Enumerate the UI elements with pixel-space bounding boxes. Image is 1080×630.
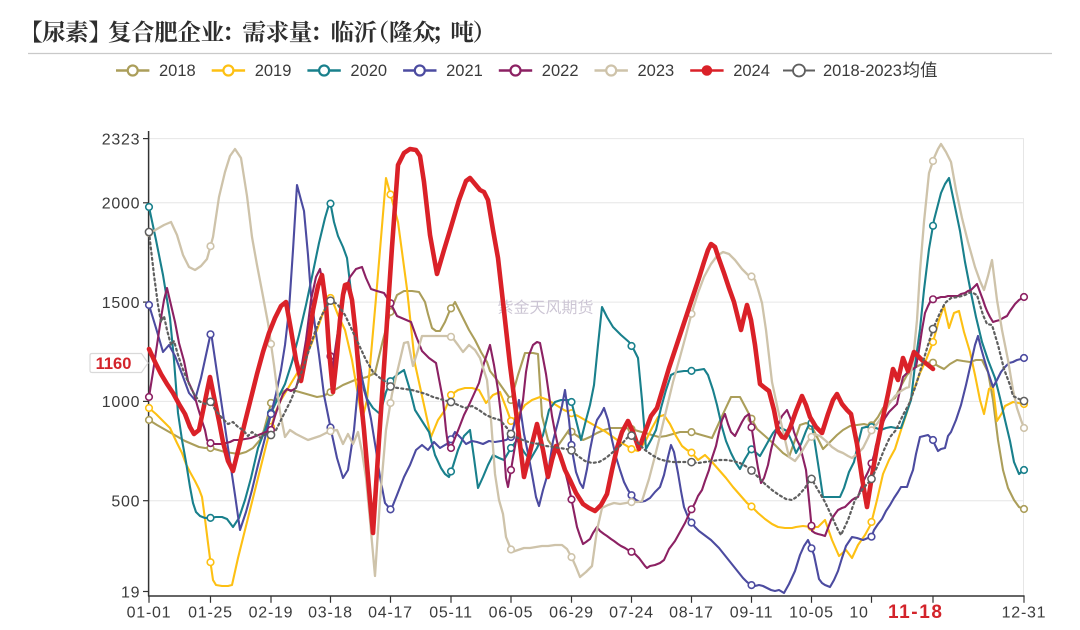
svg-text:2019: 2019 xyxy=(255,62,292,80)
svg-text:10: 10 xyxy=(849,604,868,621)
svg-text:500: 500 xyxy=(111,494,140,511)
svg-text:07-24: 07-24 xyxy=(609,604,654,621)
svg-text:01-25: 01-25 xyxy=(188,604,233,621)
svg-text:01-01: 01-01 xyxy=(127,604,172,621)
svg-text:06-29: 06-29 xyxy=(549,604,594,621)
svg-text:2018: 2018 xyxy=(159,62,196,80)
svg-text:2323: 2323 xyxy=(102,131,140,148)
svg-text:2023: 2023 xyxy=(638,62,675,80)
svg-text:09-11: 09-11 xyxy=(730,604,773,621)
svg-text:04-17: 04-17 xyxy=(368,604,413,621)
svg-text:08-17: 08-17 xyxy=(669,604,714,621)
svg-text:06-05: 06-05 xyxy=(489,604,534,621)
svg-text:2024: 2024 xyxy=(733,62,770,80)
svg-text:03-18: 03-18 xyxy=(308,604,353,621)
svg-text:1000: 1000 xyxy=(102,394,140,411)
svg-text:11-18: 11-18 xyxy=(888,602,944,623)
svg-text:2000: 2000 xyxy=(102,196,140,213)
svg-text:1160: 1160 xyxy=(96,355,132,373)
svg-text:12-31: 12-31 xyxy=(1002,604,1047,621)
svg-text:1500: 1500 xyxy=(102,295,140,312)
svg-text:2018-2023: 2018-2023 xyxy=(823,62,902,80)
svg-text:2022: 2022 xyxy=(542,62,579,80)
svg-text:05-11: 05-11 xyxy=(429,604,472,621)
svg-text:02-19: 02-19 xyxy=(249,604,294,621)
svg-text:19: 19 xyxy=(121,584,140,601)
svg-text:2021: 2021 xyxy=(446,62,483,80)
svg-text:10-05: 10-05 xyxy=(789,604,834,621)
svg-text:2020: 2020 xyxy=(350,62,387,80)
